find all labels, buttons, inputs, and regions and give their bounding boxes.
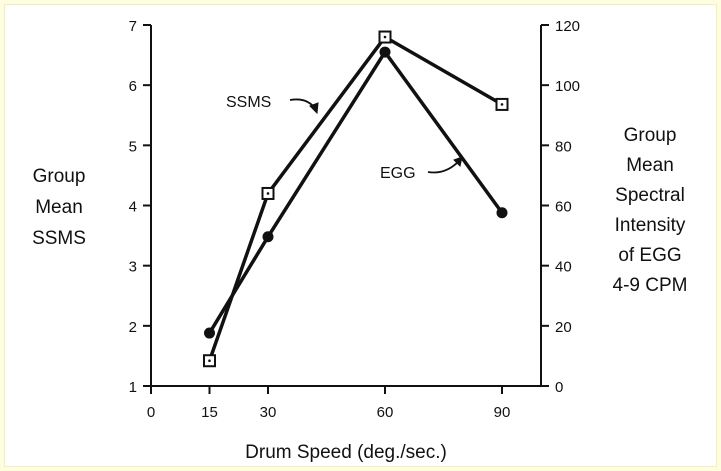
- ssms-line: [207, 34, 503, 362]
- figure-frame: [4, 4, 717, 467]
- right-y-tick-label: 0: [555, 379, 563, 396]
- ssms-point-dot: [208, 359, 211, 363]
- right-y-axis-title-line: Intensity: [615, 215, 686, 236]
- series-markers: [203, 30, 509, 368]
- right-y-tick-label: 20: [555, 319, 572, 336]
- left-y-tick-label: 7: [129, 18, 137, 35]
- left-y-tick-label: 4: [129, 199, 137, 216]
- right-y-axis-title-line: 4-9 CPM: [613, 275, 688, 296]
- egg-point: [496, 207, 508, 219]
- left-y-tick-label: 1: [129, 379, 137, 396]
- ssms-point-dot: [500, 103, 504, 106]
- right-y-axis-title-line: of EGG: [618, 245, 681, 266]
- left-y-tick-label: 5: [129, 138, 137, 155]
- text-labels: 1 2 3 4 5 6 7 0 20 40 60 80 100 120 0 15 30 60 90 Drum Spee…: [32, 18, 687, 463]
- left-y-tick-label: 6: [129, 78, 137, 95]
- egg-annotation: EGG: [380, 165, 416, 182]
- axes: [143, 24, 549, 394]
- egg-point: [204, 327, 215, 339]
- ssms-point-dot: [383, 35, 387, 39]
- right-y-axis-title-line: Mean: [626, 155, 674, 176]
- left-y-axis-title-line: Group: [33, 166, 86, 187]
- right-y-tick-label: 120: [555, 18, 580, 35]
- x-tick-label: 15: [201, 404, 218, 421]
- ssms-point-dot: [266, 192, 270, 195]
- right-y-axis-title-line: Group: [624, 125, 677, 146]
- right-y-tick-label: 40: [555, 259, 572, 276]
- right-y-tick-label: 60: [555, 199, 572, 216]
- right-y-axis-title-line: Spectral: [615, 185, 685, 206]
- x-tick-label: 60: [377, 404, 394, 421]
- egg-point: [262, 231, 274, 243]
- ssms-annotation-arrowhead: [309, 102, 319, 115]
- left-y-tick-label: 2: [129, 319, 137, 336]
- x-axis-title: Drum Speed (deg./sec.): [245, 442, 447, 463]
- x-tick-label: 0: [147, 404, 155, 421]
- left-y-tick-label: 3: [129, 259, 137, 276]
- ssms-annotation: SSMS: [226, 94, 271, 111]
- egg-annotation-arrowhead: [453, 156, 463, 167]
- x-tick-label: 30: [260, 404, 277, 421]
- series-lines: [207, 34, 504, 362]
- egg-line: [208, 48, 504, 334]
- right-y-tick-label: 100: [555, 78, 580, 95]
- right-y-tick-label: 80: [555, 138, 572, 155]
- egg-point: [379, 46, 391, 58]
- x-tick-label: 90: [494, 404, 511, 421]
- left-y-axis-title-line: SSMS: [32, 228, 86, 249]
- left-y-axis-title-line: Mean: [35, 197, 83, 218]
